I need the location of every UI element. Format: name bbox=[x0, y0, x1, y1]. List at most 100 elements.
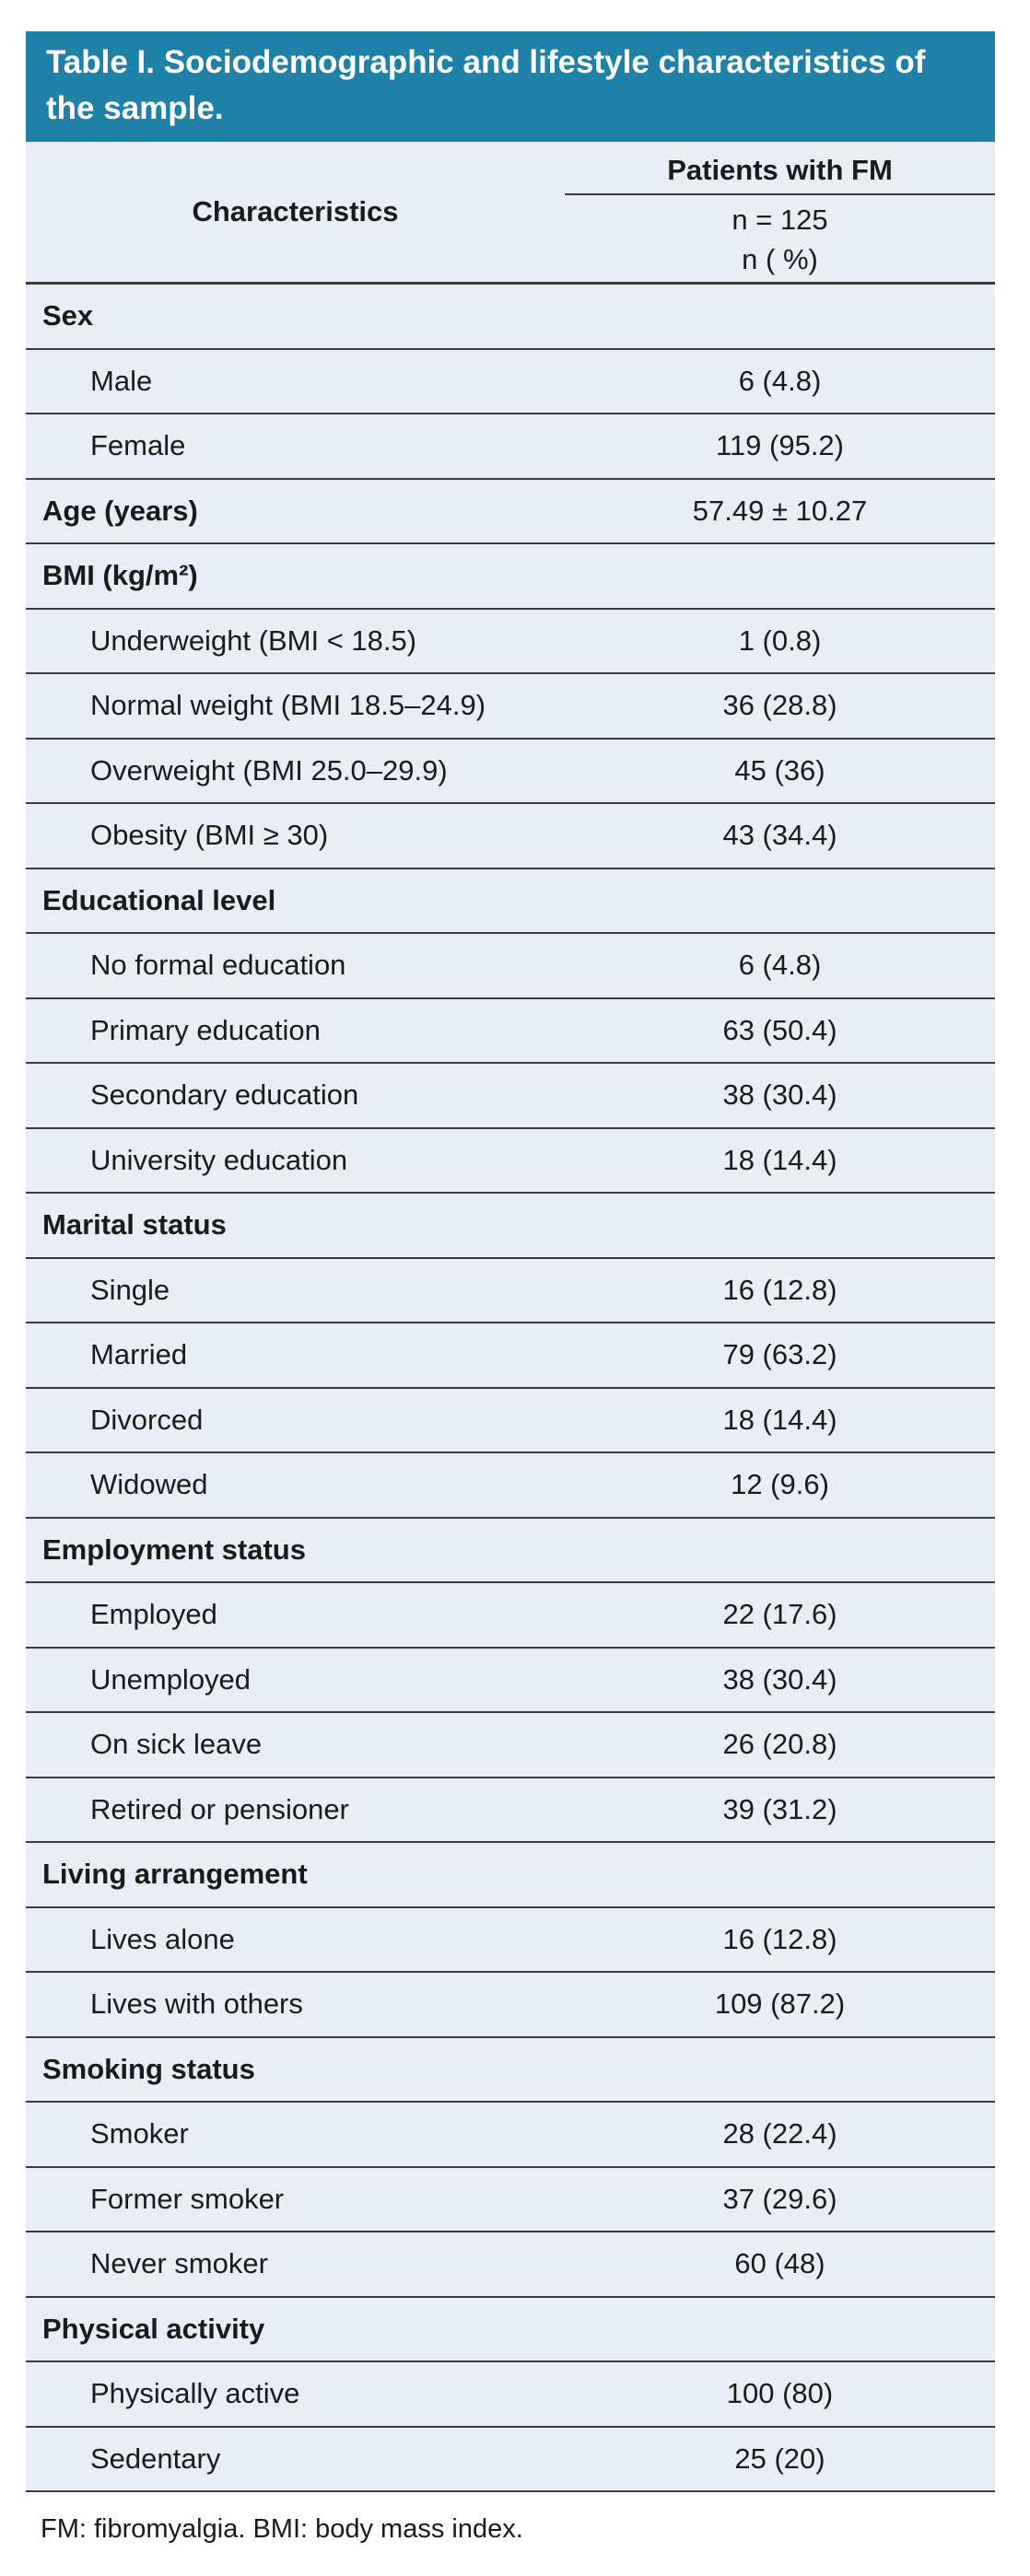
row-value: 37 (29.6) bbox=[722, 2182, 837, 2215]
row-value: 63 (50.4) bbox=[722, 1013, 837, 1046]
row-label: On sick leave bbox=[90, 1728, 263, 1761]
row-label: Living arrangement bbox=[42, 1858, 308, 1891]
table-row: Secondary education 38 (30.4) bbox=[26, 1064, 995, 1129]
row-value: 6 (4.8) bbox=[738, 364, 822, 397]
row-label: No formal education bbox=[90, 949, 346, 982]
row-value: 60 (48) bbox=[734, 2247, 825, 2280]
patients-column-header-group: Patients with FM n = 125 n ( %) bbox=[565, 142, 995, 282]
table-row: Marital status bbox=[26, 1194, 995, 1259]
row-label: Smoking status bbox=[42, 2052, 255, 2085]
table-title: Table I. Sociodemographic and lifestyle … bbox=[26, 31, 995, 142]
characteristics-column-header: Characteristics bbox=[192, 195, 399, 227]
row-label: Physical activity bbox=[42, 2312, 265, 2345]
row-value: 18 (14.4) bbox=[722, 1143, 837, 1176]
row-value: 43 (34.4) bbox=[722, 819, 837, 852]
table-row: Never smoker 60 (48) bbox=[26, 2232, 995, 2298]
table-row: Single 16 (12.8) bbox=[26, 1258, 995, 1323]
table-row: Age (years) 57.49 ± 10.27 bbox=[26, 479, 995, 544]
table-row: Living arrangement bbox=[26, 1843, 995, 1908]
row-label: Never smoker bbox=[90, 2247, 268, 2280]
table-row: Former smoker 37 (29.6) bbox=[26, 2167, 995, 2232]
table-row: Sex bbox=[26, 285, 995, 350]
table-row: No formal education 6 (4.8) bbox=[26, 934, 995, 999]
row-label: Employment status bbox=[42, 1533, 306, 1566]
row-value: 28 (22.4) bbox=[722, 2117, 837, 2151]
table-figure: Table I. Sociodemographic and lifestyle … bbox=[26, 31, 995, 2546]
row-value: 57.49 ± 10.27 bbox=[692, 494, 868, 527]
row-label: Employed bbox=[90, 1598, 217, 1631]
table-row: Overweight (BMI 25.0–29.9) 45 (36) bbox=[26, 739, 995, 804]
row-label: Single bbox=[90, 1273, 170, 1306]
row-label: Primary education bbox=[90, 1013, 321, 1046]
row-label: Underweight (BMI < 18.5) bbox=[90, 624, 417, 657]
row-label: BMI (kg/m²) bbox=[42, 559, 198, 592]
row-label: Obesity (BMI ≥ 30) bbox=[90, 819, 329, 852]
table-row: Male 6 (4.8) bbox=[26, 349, 995, 414]
table-row: Sedentary 25 (20) bbox=[26, 2427, 995, 2492]
table-row: Physically active 100 (80) bbox=[26, 2362, 995, 2428]
row-value: 6 (4.8) bbox=[738, 949, 822, 982]
footnote: FM: fibromyalgia. BMI: body mass index. bbox=[41, 2514, 523, 2544]
table-row: Obesity (BMI ≥ 30) 43 (34.4) bbox=[26, 804, 995, 869]
row-label: Normal weight (BMI 18.5–24.9) bbox=[90, 689, 486, 722]
table-row: Married 79 (63.2) bbox=[26, 1323, 995, 1389]
row-label: Lives with others bbox=[90, 1987, 303, 2021]
row-label: University education bbox=[90, 1143, 348, 1176]
row-label: Married bbox=[90, 1338, 188, 1371]
row-label: Lives alone bbox=[90, 1922, 235, 1955]
row-value: 18 (14.4) bbox=[722, 1403, 837, 1436]
table-row: Employed 22 (17.6) bbox=[26, 1583, 995, 1649]
row-value: 38 (30.4) bbox=[722, 1078, 837, 1112]
row-label: Male bbox=[90, 364, 153, 397]
table-row: Lives alone 16 (12.8) bbox=[26, 1907, 995, 1973]
row-value: 1 (0.8) bbox=[738, 624, 822, 657]
row-label: Secondary education bbox=[90, 1078, 359, 1112]
row-label: Sex bbox=[42, 299, 94, 332]
row-label: Physically active bbox=[90, 2377, 300, 2410]
row-value: 22 (17.6) bbox=[722, 1598, 837, 1631]
row-label: Age (years) bbox=[42, 494, 198, 527]
row-value: 16 (12.8) bbox=[722, 1273, 837, 1306]
table-row: Smoking status bbox=[26, 2037, 995, 2103]
n-percent-label: n ( %) bbox=[742, 243, 818, 275]
table-row: On sick leave 26 (20.8) bbox=[26, 1713, 995, 1778]
row-value: 119 (95.2) bbox=[715, 429, 844, 462]
row-label: Female bbox=[90, 429, 186, 462]
row-label: Educational level bbox=[42, 883, 276, 916]
patients-with-fm-header: Patients with FM bbox=[565, 142, 995, 195]
row-label: Retired or pensioner bbox=[90, 1792, 349, 1825]
row-value: 109 (87.2) bbox=[714, 1987, 846, 2021]
row-value: 39 (31.2) bbox=[722, 1792, 837, 1825]
row-label: Widowed bbox=[90, 1468, 208, 1501]
table-row: Divorced 18 (14.4) bbox=[26, 1388, 995, 1453]
row-value: 38 (30.4) bbox=[722, 1662, 837, 1696]
table-row: Educational level bbox=[26, 868, 995, 934]
column-header-row: Characteristics Patients with FM n = 125… bbox=[26, 142, 995, 285]
row-value: 16 (12.8) bbox=[722, 1922, 837, 1955]
table-row: Primary education 63 (50.4) bbox=[26, 998, 995, 1064]
table-row: Normal weight (BMI 18.5–24.9) 36 (28.8) bbox=[26, 674, 995, 740]
table-row: Underweight (BMI < 18.5) 1 (0.8) bbox=[26, 609, 995, 674]
sample-size-label: n = 125 bbox=[732, 204, 828, 236]
row-value: 25 (20) bbox=[734, 2442, 825, 2475]
row-value: 100 (80) bbox=[726, 2377, 834, 2410]
table-row: University education 18 (14.4) bbox=[26, 1128, 995, 1194]
row-label: Divorced bbox=[90, 1403, 204, 1436]
row-label: Overweight (BMI 25.0–29.9) bbox=[90, 753, 448, 787]
row-value: 79 (63.2) bbox=[722, 1338, 837, 1371]
table-row: Retired or pensioner 39 (31.2) bbox=[26, 1778, 995, 1843]
row-value: 26 (20.8) bbox=[722, 1728, 837, 1761]
table-row: Lives with others 109 (87.2) bbox=[26, 1973, 995, 2038]
row-value: 36 (28.8) bbox=[722, 689, 837, 722]
table-row: Widowed 12 (9.6) bbox=[26, 1453, 995, 1519]
table-row: Employment status bbox=[26, 1518, 995, 1583]
table-rows: Sex Male 6 (4.8) Female 119 (95.2) Age (years… bbox=[26, 285, 995, 2492]
table-row: Unemployed 38 (30.4) bbox=[26, 1648, 995, 1713]
row-label: Smoker bbox=[90, 2117, 189, 2151]
table-row: Smoker 28 (22.4) bbox=[26, 2103, 995, 2168]
table-row: Physical activity bbox=[26, 2297, 995, 2362]
row-label: Unemployed bbox=[90, 1662, 252, 1696]
row-value: 45 (36) bbox=[734, 753, 825, 787]
row-label: Former smoker bbox=[90, 2182, 285, 2215]
